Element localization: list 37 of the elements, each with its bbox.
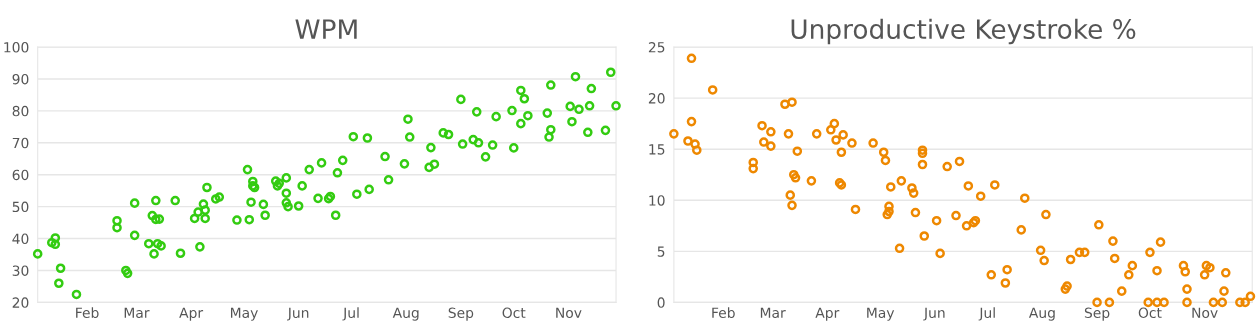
x-tick-label: May: [867, 307, 895, 321]
y-tick-label: 25: [648, 42, 665, 53]
x-tick-label: Nov: [1192, 307, 1218, 319]
y-tick-label: 50: [12, 201, 29, 213]
x-tick-label: Feb: [712, 307, 735, 319]
x-tick-label: Jul: [342, 307, 359, 321]
x-tick-label: Mar: [124, 307, 150, 319]
x-tick-label: Apr: [815, 307, 840, 321]
y-tick-label: 40: [12, 233, 29, 245]
x-tick-label: Oct: [1138, 307, 1162, 319]
y-tick-label: 15: [649, 144, 665, 155]
chart-title: WPM: [295, 19, 357, 39]
x-tick-label: Aug: [392, 307, 419, 321]
y-tick-label: 0: [657, 297, 665, 308]
y-tick-label: 70: [12, 137, 29, 149]
x-tick-label: Nov: [556, 307, 582, 319]
x-tick-label: Sep: [1084, 307, 1110, 321]
x-tick-label: Mar: [760, 307, 786, 319]
y-tick-label: 20: [648, 93, 665, 104]
y-tick-label: 60: [12, 169, 29, 181]
x-tick-label: May: [230, 307, 258, 321]
y-tick-label: 20: [12, 297, 29, 308]
y-tick-label: 10: [649, 195, 665, 206]
x-tick-label: Jun: [287, 307, 309, 321]
y-tick-label: 90: [12, 73, 29, 85]
x-tick-label: Oct: [502, 307, 526, 319]
x-tick-label: Apr: [179, 307, 204, 321]
y-tick-label: 5: [657, 246, 665, 257]
x-tick-label: Sep: [448, 307, 474, 321]
x-tick-label: Jul: [978, 307, 995, 321]
x-tick-label: Feb: [76, 307, 99, 319]
x-tick-label: Aug: [1028, 307, 1055, 321]
y-tick-label: 80: [12, 105, 29, 117]
x-tick-label: Jun: [923, 307, 945, 321]
y-tick-label: 30: [12, 265, 29, 276]
chart-title: Unproductive Keystroke %: [791, 18, 1136, 45]
y-tick-label: 100: [4, 42, 29, 53]
